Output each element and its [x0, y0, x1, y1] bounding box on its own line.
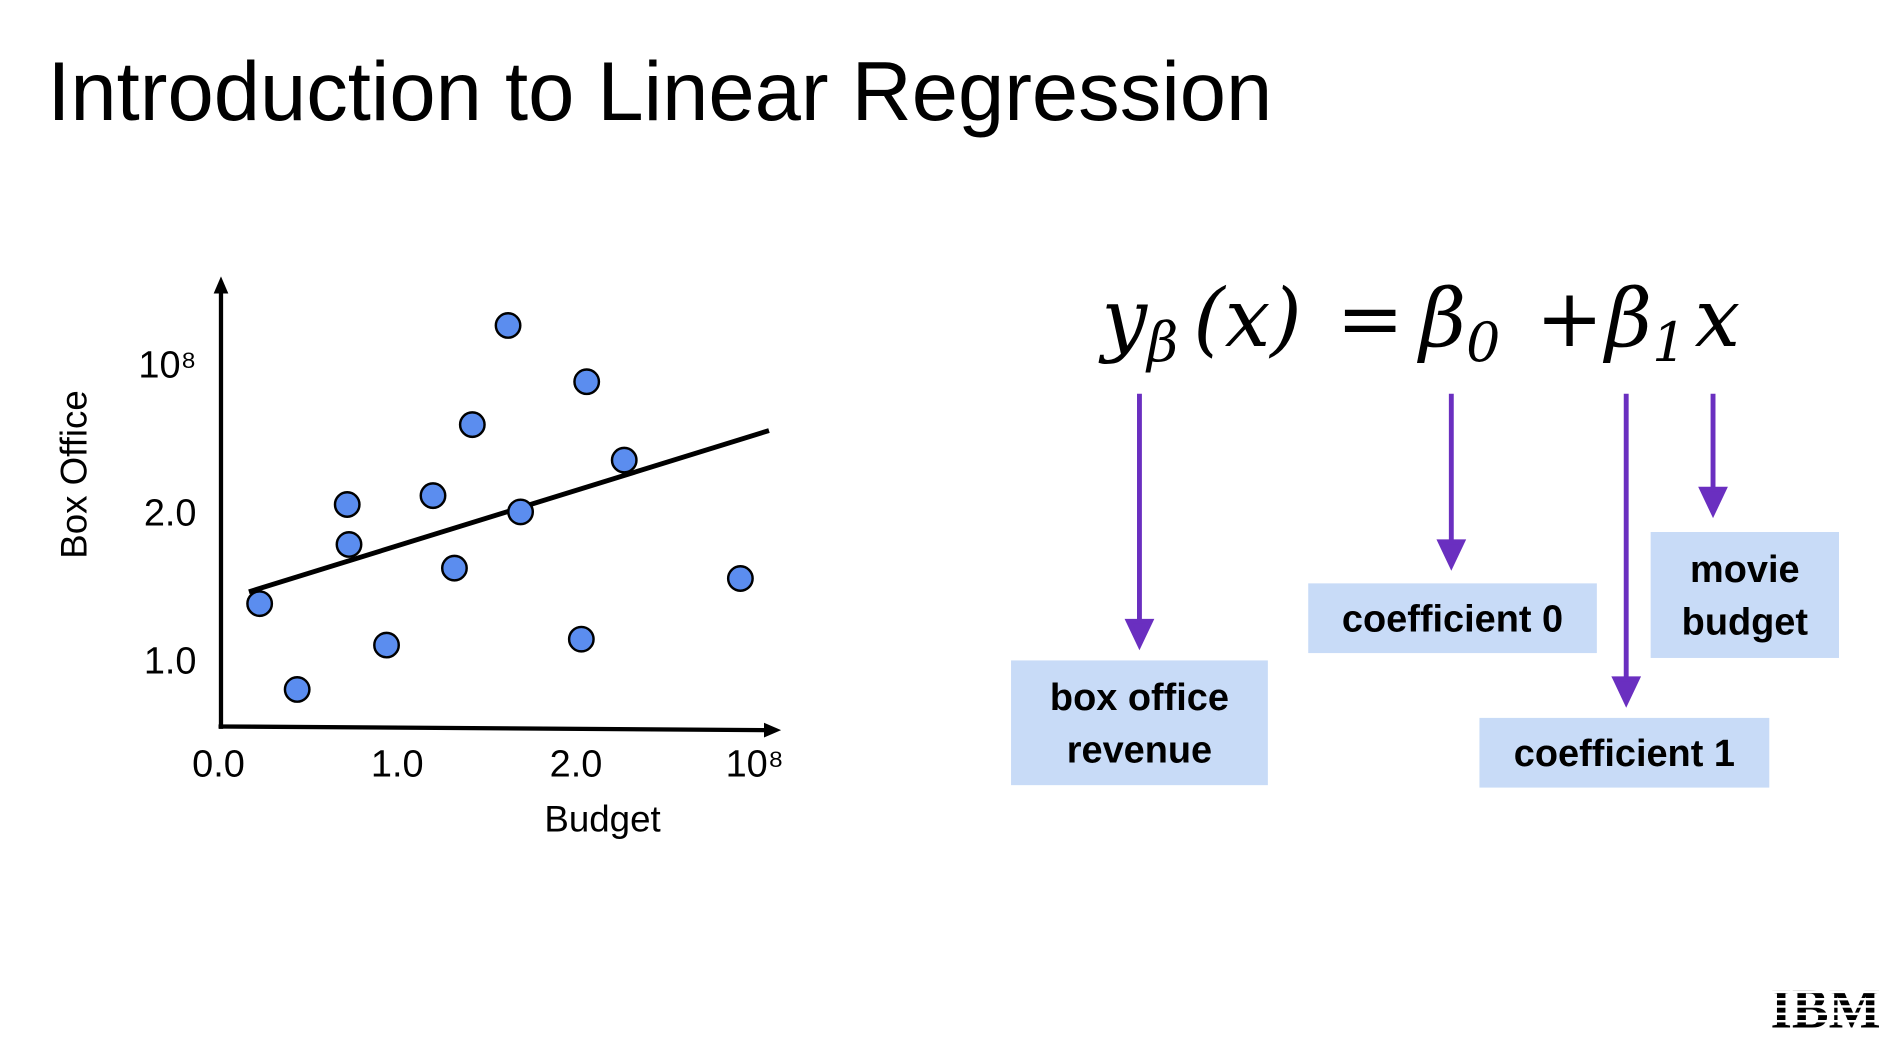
y-tick-label: 10⁸	[138, 344, 196, 386]
annotation-text: coefficient 0	[1342, 599, 1563, 641]
data-point	[726, 565, 754, 592]
data-point	[458, 411, 486, 439]
equation-symbol: β	[1417, 272, 1467, 366]
data-point	[246, 590, 274, 618]
x-axis-arrow	[763, 722, 782, 738]
equation-part: +	[1536, 272, 1604, 366]
annotation-text: movie	[1690, 549, 1800, 591]
annotation-text: box office	[1050, 677, 1229, 719]
ibm-logo: IBM	[1761, 978, 1891, 1040]
x-axis	[218, 724, 769, 733]
equation-part: yβ	[1099, 272, 1179, 374]
arrows	[1124, 393, 1728, 708]
slide-title: Introduction to Linear Regression	[47, 45, 1272, 138]
data-point	[567, 625, 595, 653]
y-tick-label: 2.0	[144, 492, 197, 534]
annotation-box	[1011, 660, 1268, 786]
equation-symbol: x	[1695, 272, 1741, 366]
data-point	[440, 554, 468, 582]
equation-subscript: 0	[1466, 311, 1500, 374]
annotation-box	[1479, 717, 1770, 788]
y-axis-arrow	[213, 276, 229, 294]
data-point	[335, 531, 363, 558]
equation-part: x	[1695, 272, 1741, 366]
annotation-text: budget	[1682, 602, 1809, 644]
equation-symbol: =	[1336, 272, 1404, 366]
equation-symbol: β	[1602, 272, 1652, 366]
data-point	[283, 676, 311, 703]
data-point	[610, 446, 638, 474]
data-point	[333, 491, 361, 518]
x-tick-label: 1.0	[371, 744, 424, 786]
data-point	[494, 312, 522, 339]
equation-symbol: (x)	[1193, 272, 1301, 366]
annotation-text: coefficient 1	[1514, 733, 1735, 775]
equation-part: β1	[1602, 272, 1686, 374]
equation-symbol: +	[1536, 272, 1604, 366]
y-axis-label: Box Office	[53, 390, 94, 559]
equation-subscript: β	[1145, 311, 1178, 374]
annotation-box	[1650, 532, 1840, 658]
logo-text: IBM	[1771, 978, 1881, 1040]
chart-axes	[213, 276, 782, 738]
equation-symbol: y	[1099, 272, 1149, 366]
x-tick-label: 0.0	[192, 744, 245, 786]
annotation-box	[1308, 583, 1597, 654]
data-point	[507, 498, 535, 526]
x-axis-label: Budget	[544, 799, 660, 840]
data-point	[419, 482, 447, 510]
x-tick-label: 2.0	[550, 744, 603, 786]
data-point	[373, 631, 400, 659]
equation-subscript: 1	[1652, 311, 1686, 374]
x-tick-label: 10⁸	[726, 744, 784, 786]
annotation-text: revenue	[1067, 730, 1212, 772]
equation-part: β0	[1417, 272, 1501, 374]
equation-part: =	[1336, 272, 1404, 366]
data-point	[573, 368, 601, 396]
y-tick-label: 1.0	[144, 640, 197, 682]
equation-part: (x)	[1193, 272, 1301, 366]
